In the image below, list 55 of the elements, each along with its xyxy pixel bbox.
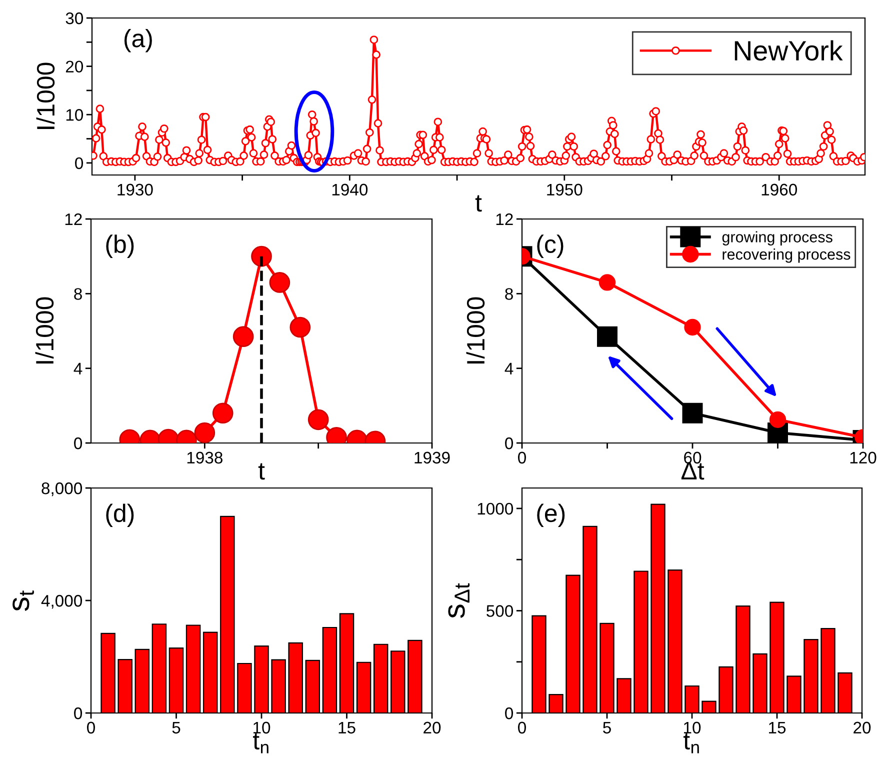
y-tick-label: 12	[496, 213, 513, 226]
x-tick-label: 1939	[414, 452, 450, 464]
y-tick-label: 10	[66, 109, 84, 121]
y-tick-label: 8,000	[42, 482, 82, 496]
annotation: (b)	[106, 234, 134, 258]
y-axis-title: s$_{t}$	[12, 590, 34, 611]
y-tick-label: 1000	[478, 502, 514, 515]
x-tick-label: 15	[338, 722, 356, 734]
legend-label: recovering process	[722, 248, 850, 263]
legend-label: NewYork	[734, 40, 843, 61]
y-tick-label: 20	[66, 60, 84, 73]
x-tick-label: 0	[518, 722, 526, 734]
x-tick-label: 15	[769, 722, 786, 734]
x-tick-label: 0	[87, 722, 95, 734]
x-axis-title: t	[475, 195, 482, 212]
y-tick-label: 0	[505, 707, 514, 720]
y-tick-label: 4,000	[41, 594, 82, 609]
y-tick-label: 0	[505, 437, 514, 450]
annotation: (d)	[106, 504, 134, 528]
x-tick-label: 1950	[547, 184, 582, 196]
x-tick-label: 60	[684, 452, 702, 464]
y-tick-label: 500	[486, 605, 514, 617]
annotation: (e)	[537, 504, 565, 528]
x-tick-label: 1960	[762, 184, 797, 196]
x-axis-title: t$_{n}$	[253, 733, 268, 754]
y-tick-label: 4	[504, 362, 514, 374]
x-axis-title: t	[258, 463, 265, 480]
y-tick-label: 12	[65, 213, 82, 226]
y-tick-label: 30	[66, 12, 84, 24]
x-tick-label: 5	[603, 722, 611, 734]
y-axis-title: I/1000	[35, 297, 54, 364]
x-tick-label: 20	[424, 722, 441, 734]
y-tick-label: 0	[74, 437, 82, 450]
x-tick-label: 10	[684, 722, 701, 734]
x-axis-title: Δt	[681, 462, 704, 480]
legend-label: growing process	[722, 231, 832, 246]
x-tick-label: 1930	[118, 184, 153, 196]
y-axis-title: s$_{Δt}$	[448, 583, 470, 618]
x-tick-label: 120	[850, 452, 876, 464]
y-axis-title: I/1000	[36, 62, 55, 129]
y-tick-label: 0	[74, 707, 82, 720]
y-axis-title: I/1000	[466, 297, 485, 364]
annotation: (a)	[124, 28, 152, 52]
x-tick-label: 1938	[187, 452, 222, 464]
y-tick-label: 8	[74, 288, 82, 300]
annotation: (c)	[537, 234, 564, 258]
y-tick-label: 0	[75, 157, 84, 170]
x-tick-label: 1940	[332, 184, 368, 196]
x-tick-label: 5	[172, 722, 180, 734]
x-tick-label: 20	[854, 722, 871, 734]
y-tick-label: 8	[505, 288, 513, 300]
x-tick-label: 10	[254, 722, 270, 734]
x-tick-label: 0	[518, 452, 526, 464]
x-axis-title: t$_{n}$	[684, 733, 699, 754]
y-tick-label: 4	[74, 362, 82, 374]
